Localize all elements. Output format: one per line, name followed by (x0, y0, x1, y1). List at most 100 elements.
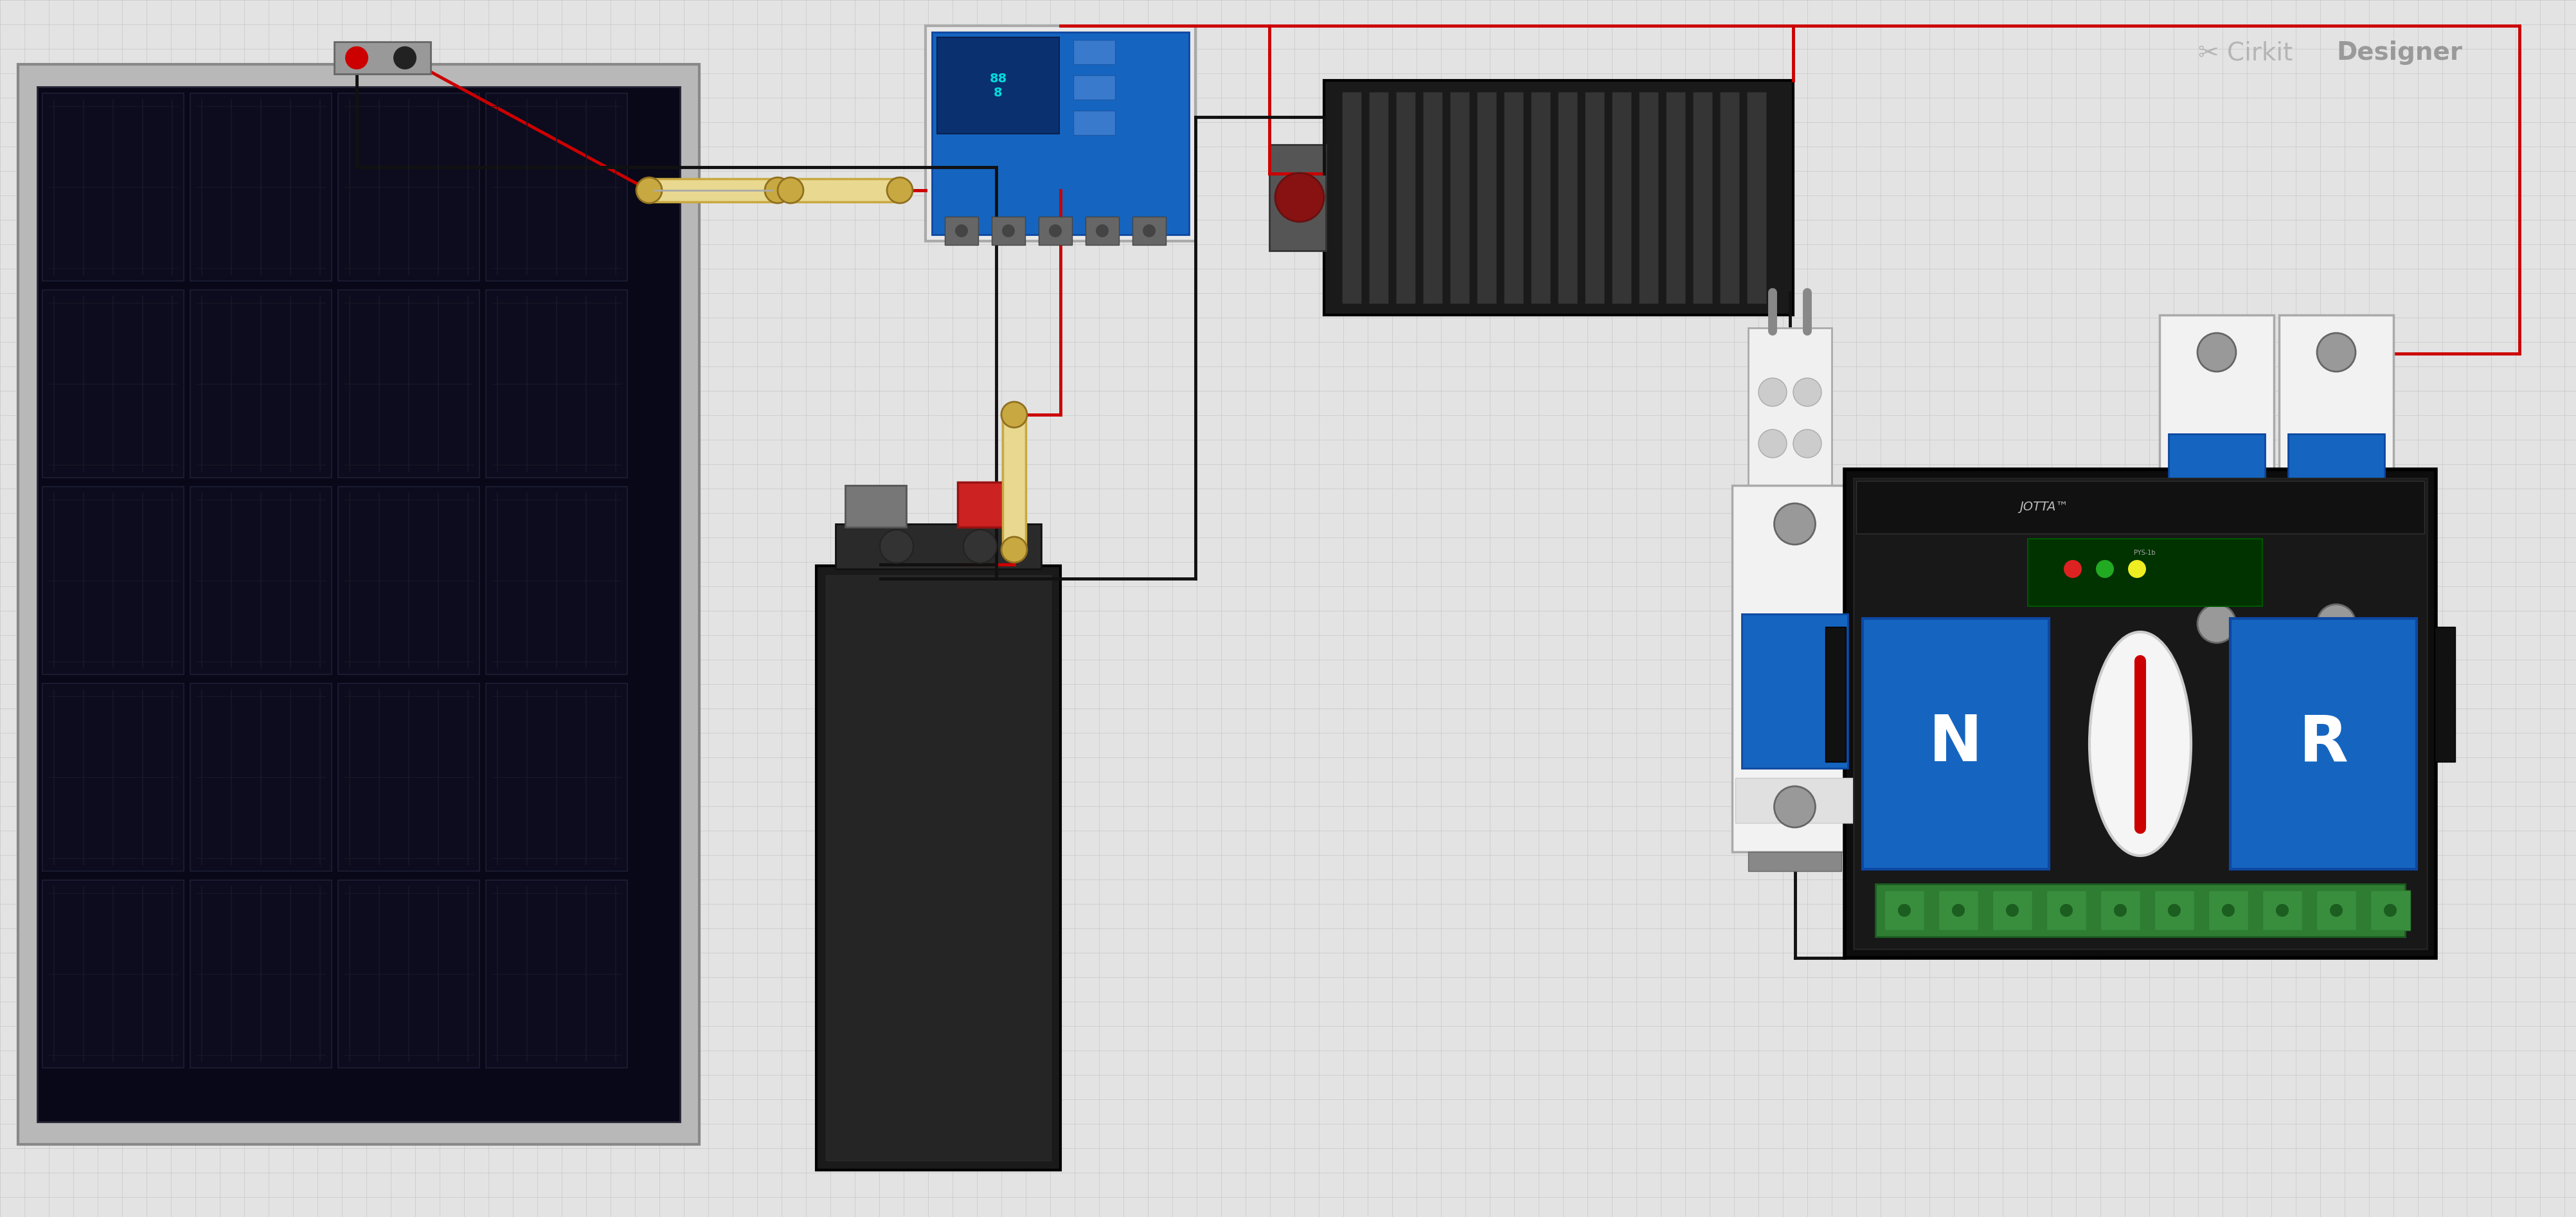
Bar (1558, 92, 1577, 303)
Circle shape (2115, 904, 2128, 916)
Text: JOTTA™: JOTTA™ (2020, 501, 2069, 514)
Bar (36, 86, 680, 1122)
Bar (1692, 92, 1713, 303)
Circle shape (1002, 224, 1015, 237)
Bar (1991, 891, 2032, 930)
Circle shape (1048, 224, 1061, 237)
Bar (2434, 627, 2455, 762)
Bar (945, 217, 979, 245)
Ellipse shape (2089, 632, 2192, 856)
Bar (1002, 415, 1025, 550)
Bar (827, 576, 1051, 1161)
Circle shape (2097, 560, 2115, 578)
Bar (1074, 111, 1115, 135)
Bar (1862, 618, 2048, 869)
Bar (1667, 92, 1685, 303)
Text: ✂ Cirkit: ✂ Cirkit (2197, 40, 2293, 65)
Bar (845, 486, 907, 527)
Text: PYS-1b: PYS-1b (2133, 550, 2156, 556)
Bar (992, 217, 1025, 245)
Circle shape (1002, 537, 1028, 562)
Bar (1133, 217, 1167, 245)
Bar (1638, 92, 1659, 303)
Text: CHNT: CHNT (2262, 622, 2285, 629)
Circle shape (2316, 333, 2354, 371)
Bar (2164, 604, 2269, 646)
Bar (938, 38, 1059, 134)
Bar (2282, 604, 2391, 646)
Bar (487, 94, 629, 281)
Text: N: N (1929, 713, 1984, 775)
Bar (2169, 434, 2264, 585)
Bar (41, 487, 183, 674)
Bar (41, 290, 183, 477)
Circle shape (1793, 378, 1821, 406)
Bar (191, 290, 332, 477)
Bar (1270, 145, 1327, 251)
Bar (335, 41, 430, 74)
Bar (1584, 92, 1605, 303)
Bar (337, 684, 479, 871)
Bar (1504, 92, 1522, 303)
Bar (1875, 884, 2406, 937)
Circle shape (1759, 430, 1788, 458)
Circle shape (2275, 904, 2287, 916)
Bar (958, 482, 1025, 527)
Bar (1855, 478, 2427, 949)
Bar (925, 26, 1195, 241)
Bar (1530, 92, 1551, 303)
Bar (1886, 891, 1924, 930)
Bar (191, 94, 332, 281)
Bar (1450, 92, 1468, 303)
Bar (191, 684, 332, 871)
Text: R: R (2298, 713, 2349, 775)
Bar (1613, 92, 1631, 303)
Bar (487, 684, 629, 871)
Bar (817, 566, 1061, 1170)
Circle shape (1953, 904, 1965, 916)
Bar (1084, 217, 1118, 245)
Bar (1476, 92, 1497, 303)
Bar (1741, 613, 1847, 768)
Bar (191, 487, 332, 674)
Circle shape (886, 178, 912, 203)
Circle shape (2223, 904, 2236, 916)
Text: CHNT: CHNT (1783, 796, 1806, 804)
Bar (2280, 315, 2393, 675)
Circle shape (394, 46, 417, 69)
Bar (487, 880, 629, 1067)
Circle shape (1002, 402, 1028, 427)
Circle shape (2197, 605, 2236, 643)
Circle shape (2063, 560, 2081, 578)
Bar (41, 880, 183, 1067)
Bar (18, 65, 698, 1144)
Circle shape (636, 178, 662, 203)
Circle shape (2197, 333, 2236, 371)
Circle shape (1775, 504, 1816, 544)
Bar (1074, 75, 1115, 100)
Bar (1074, 40, 1115, 65)
Bar (1731, 486, 1857, 852)
Bar (1826, 627, 1847, 762)
Bar (2159, 315, 2275, 675)
Bar (2099, 891, 2141, 930)
Circle shape (1775, 786, 1816, 828)
Bar (1749, 852, 1842, 871)
Circle shape (345, 46, 368, 69)
Bar (2208, 891, 2249, 930)
Bar (337, 94, 479, 281)
Bar (649, 179, 778, 202)
Circle shape (2007, 904, 2020, 916)
Circle shape (765, 178, 791, 203)
Bar (487, 290, 629, 477)
Circle shape (2383, 904, 2396, 916)
Text: 88
8: 88 8 (989, 72, 1007, 99)
Circle shape (2329, 904, 2342, 916)
Circle shape (2061, 904, 2074, 916)
Bar (41, 684, 183, 871)
Circle shape (1275, 173, 1324, 221)
Bar (191, 880, 332, 1067)
Bar (337, 290, 479, 477)
Bar (1396, 92, 1414, 303)
Bar (1747, 92, 1767, 303)
